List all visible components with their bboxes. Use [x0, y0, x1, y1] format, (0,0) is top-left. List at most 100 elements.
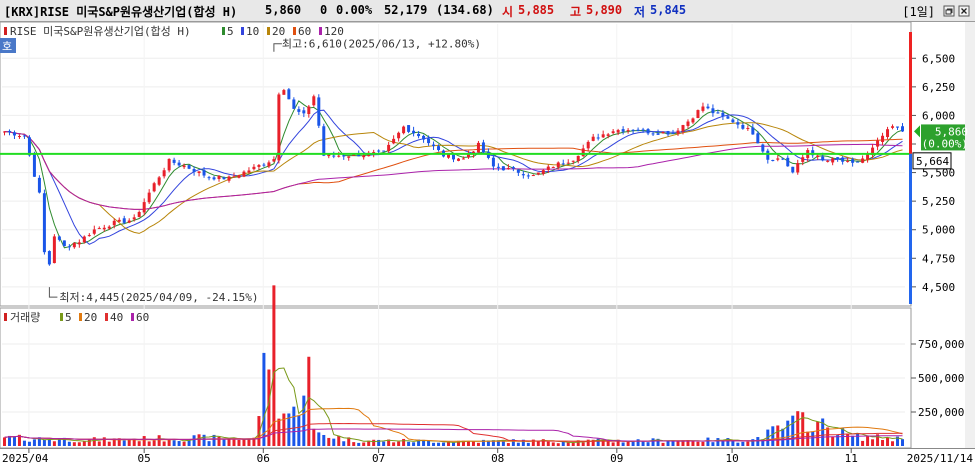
volume-bar[interactable]: [82, 441, 86, 446]
candle[interactable]: [92, 225, 96, 236]
volume-bar[interactable]: [811, 431, 815, 446]
volume-bar[interactable]: [801, 412, 805, 446]
volume-bar[interactable]: [212, 434, 216, 446]
candle[interactable]: [2, 131, 6, 136]
candle[interactable]: [901, 123, 905, 132]
volume-bar[interactable]: [696, 441, 700, 446]
candle[interactable]: [691, 117, 695, 124]
volume-bar[interactable]: [322, 434, 326, 446]
candle[interactable]: [97, 226, 101, 230]
candle[interactable]: [252, 164, 256, 171]
volume-bar[interactable]: [776, 425, 780, 446]
candle[interactable]: [77, 239, 81, 248]
volume-bar[interactable]: [646, 442, 650, 446]
candle[interactable]: [347, 156, 351, 161]
candle[interactable]: [611, 129, 615, 135]
candle[interactable]: [761, 143, 765, 155]
candle[interactable]: [112, 218, 116, 229]
volume-bar[interactable]: [62, 437, 66, 446]
volume-bar[interactable]: [461, 440, 465, 446]
volume-bar[interactable]: [486, 440, 490, 446]
volume-bar[interactable]: [586, 439, 590, 446]
volume-bar[interactable]: [262, 352, 266, 446]
volume-bar[interactable]: [397, 441, 401, 446]
candle[interactable]: [237, 174, 241, 179]
volume-bar[interactable]: [7, 435, 11, 446]
candle[interactable]: [37, 175, 41, 194]
candle[interactable]: [521, 170, 525, 179]
volume-bar[interactable]: [197, 434, 201, 446]
candle[interactable]: [72, 242, 76, 249]
candle[interactable]: [262, 162, 266, 167]
volume-bar[interactable]: [152, 440, 156, 446]
volume-bar[interactable]: [207, 441, 211, 446]
volume-bar[interactable]: [741, 441, 745, 446]
candle[interactable]: [392, 135, 396, 145]
candle[interactable]: [491, 154, 495, 171]
candle[interactable]: [546, 164, 550, 173]
candle[interactable]: [62, 240, 66, 247]
volume-bar[interactable]: [357, 442, 361, 446]
candle[interactable]: [187, 164, 191, 170]
volume-bar[interactable]: [167, 439, 171, 446]
volume-bar[interactable]: [447, 441, 451, 446]
volume-bar[interactable]: [901, 439, 905, 446]
candle[interactable]: [641, 127, 645, 133]
volume-bar[interactable]: [556, 443, 560, 446]
volume-bar[interactable]: [317, 432, 321, 446]
candle[interactable]: [312, 94, 316, 107]
candle[interactable]: [427, 135, 431, 146]
volume-bar[interactable]: [367, 440, 371, 446]
volume-bar[interactable]: [182, 441, 186, 446]
candle[interactable]: [107, 225, 111, 230]
candle[interactable]: [746, 125, 750, 131]
volume-bar[interactable]: [17, 434, 21, 446]
volume-bar[interactable]: [177, 441, 181, 446]
candle[interactable]: [137, 210, 141, 218]
candle[interactable]: [207, 175, 211, 181]
volume-bar[interactable]: [162, 441, 166, 446]
volume-bar[interactable]: [57, 439, 61, 446]
candle[interactable]: [811, 146, 815, 158]
volume-bar[interactable]: [626, 441, 630, 446]
volume-bar[interactable]: [12, 436, 16, 446]
volume-bar[interactable]: [886, 437, 890, 446]
candle[interactable]: [277, 92, 281, 164]
volume-bar[interactable]: [701, 441, 705, 446]
candle[interactable]: [282, 88, 286, 95]
candle[interactable]: [47, 250, 51, 266]
candle[interactable]: [756, 130, 760, 144]
volume-bar[interactable]: [761, 439, 765, 446]
candle[interactable]: [741, 122, 745, 130]
candle[interactable]: [496, 163, 500, 171]
candle[interactable]: [731, 118, 735, 123]
volume-bar[interactable]: [87, 438, 91, 446]
candle[interactable]: [631, 129, 635, 134]
volume-bar[interactable]: [531, 439, 535, 446]
volume-bar[interactable]: [27, 441, 31, 446]
volume-bar[interactable]: [257, 416, 261, 446]
candle[interactable]: [202, 167, 206, 178]
volume-bar[interactable]: [272, 285, 276, 446]
candle[interactable]: [217, 175, 221, 182]
volume-bar[interactable]: [771, 426, 775, 446]
volume-bar[interactable]: [496, 440, 500, 446]
volume-bar[interactable]: [456, 440, 460, 446]
candle[interactable]: [661, 131, 665, 134]
volume-bar[interactable]: [751, 439, 755, 446]
candle[interactable]: [227, 175, 231, 183]
volume-bar[interactable]: [307, 356, 311, 446]
candle[interactable]: [561, 159, 565, 166]
volume-bar[interactable]: [222, 439, 226, 446]
volume-bar[interactable]: [407, 441, 411, 446]
candle[interactable]: [132, 214, 136, 222]
volume-bar[interactable]: [287, 413, 291, 446]
candle[interactable]: [701, 102, 705, 113]
volume-bar[interactable]: [137, 441, 141, 446]
volume-bar[interactable]: [392, 442, 396, 446]
candle[interactable]: [142, 198, 146, 216]
volume-bar[interactable]: [681, 440, 685, 446]
volume-bar[interactable]: [77, 442, 81, 446]
candle[interactable]: [461, 156, 465, 160]
candle[interactable]: [222, 176, 226, 180]
